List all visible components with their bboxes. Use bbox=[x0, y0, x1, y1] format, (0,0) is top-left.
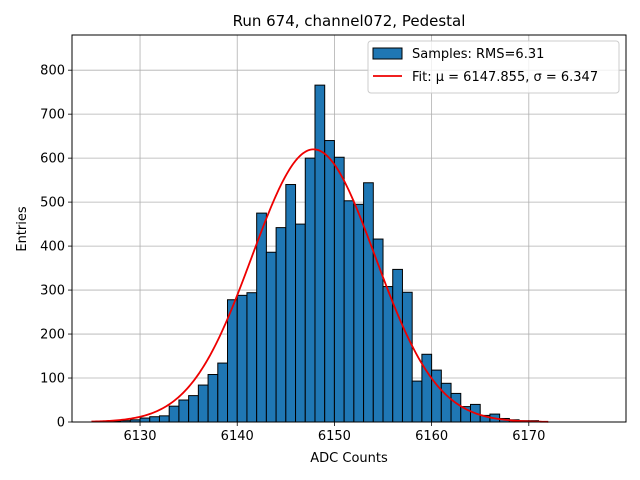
histogram-bar bbox=[158, 415, 170, 423]
y-tick-label: 600 bbox=[40, 152, 65, 167]
histogram-bar bbox=[333, 156, 345, 423]
legend-entry-samples: Samples: RMS=6.31 bbox=[412, 47, 544, 62]
y-tick-label: 700 bbox=[40, 108, 65, 123]
plot-frame bbox=[71, 34, 627, 423]
histogram-bar bbox=[304, 157, 316, 423]
histogram-bars bbox=[100, 84, 540, 423]
histogram-bar bbox=[178, 399, 190, 423]
histogram-bar bbox=[217, 362, 229, 423]
histogram-bar bbox=[236, 294, 248, 423]
histogram-bar bbox=[265, 251, 277, 423]
x-tick-label: 6170 bbox=[512, 429, 545, 444]
legend: Samples: RMS=6.31 Fit: μ = 6147.855, σ =… bbox=[367, 40, 620, 94]
x-tick-label: 6160 bbox=[415, 429, 448, 444]
y-tick-label: 0 bbox=[57, 416, 65, 431]
histogram-bar bbox=[227, 299, 238, 423]
histogram-bar bbox=[256, 212, 267, 423]
histogram-bar bbox=[450, 392, 462, 423]
histogram-bar bbox=[295, 223, 306, 423]
histogram-bar bbox=[168, 405, 180, 423]
y-tick-label: 100 bbox=[40, 372, 65, 387]
histogram-bar bbox=[314, 84, 326, 423]
histogram-bar bbox=[392, 268, 403, 423]
chart-title: Run 674, channel072, Pedestal bbox=[233, 12, 466, 30]
histogram-bar bbox=[382, 286, 394, 423]
legend-box bbox=[367, 40, 620, 94]
x-tick-label: 6130 bbox=[123, 429, 156, 444]
legend-bar-swatch bbox=[372, 47, 403, 60]
y-axis-label: Entries bbox=[15, 206, 30, 252]
histogram-bar bbox=[188, 395, 199, 423]
x-tick-label: 6140 bbox=[221, 429, 254, 444]
histogram-bar bbox=[285, 184, 297, 423]
y-tick-label: 200 bbox=[40, 328, 65, 343]
legend-entry-fit: Fit: μ = 6147.855, σ = 6.347 bbox=[412, 70, 598, 85]
histogram-bar bbox=[353, 203, 365, 423]
histogram-bar bbox=[207, 374, 219, 423]
histogram-bar bbox=[343, 200, 355, 423]
histogram-bar bbox=[431, 369, 442, 423]
histogram-bar bbox=[324, 140, 335, 423]
histogram-bar bbox=[401, 291, 413, 423]
y-tick-label: 800 bbox=[40, 64, 65, 79]
histogram-bar bbox=[275, 227, 287, 423]
fit-curve-layer bbox=[91, 148, 549, 423]
x-tick-label: 6150 bbox=[318, 429, 351, 444]
gaussian-fit-curve bbox=[91, 148, 549, 423]
ticks-layer: 6130 6140 6150 6160 6170 0 100 200 300 400 500 600 7… bbox=[40, 64, 545, 444]
histogram-bar bbox=[411, 380, 423, 423]
histogram-bar bbox=[197, 384, 209, 423]
y-tick-label: 400 bbox=[40, 240, 65, 255]
histogram-bar bbox=[440, 382, 452, 423]
y-tick-label: 500 bbox=[40, 196, 65, 211]
y-tick-label: 300 bbox=[40, 284, 65, 299]
histogram-bar bbox=[139, 417, 151, 423]
histogram-bar bbox=[149, 416, 160, 423]
x-axis-label: ADC Counts bbox=[310, 451, 388, 466]
histogram-bar bbox=[246, 292, 258, 423]
histogram-bar bbox=[363, 182, 374, 423]
